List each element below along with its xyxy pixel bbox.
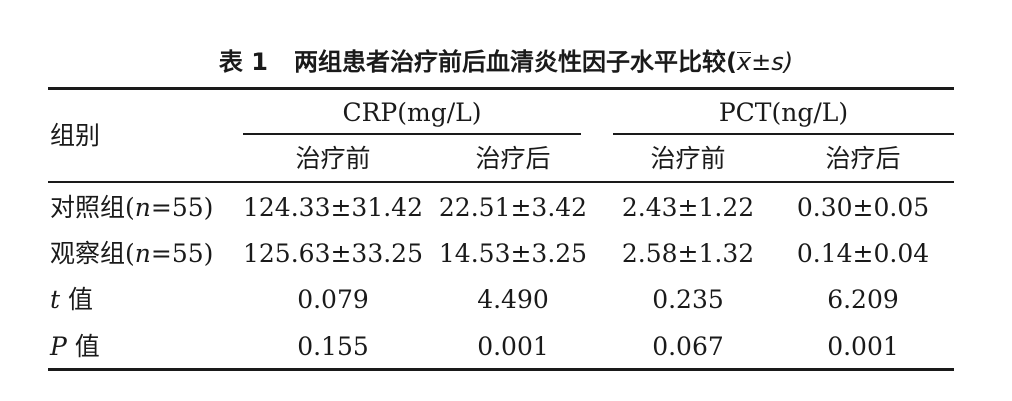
table-cell: 6.209 xyxy=(827,285,899,314)
table-cell: 0.067 xyxy=(652,332,724,361)
mean-symbol: x xyxy=(736,48,752,76)
table-cell: 2.43±1.22 xyxy=(621,193,755,222)
table-number: 表 1 xyxy=(218,48,268,76)
top-rule xyxy=(48,87,954,90)
table-caption: 表 1 两组患者治疗前后血清炎性因子水平比较(x±s) xyxy=(0,42,1012,82)
row-label-observation: 观察组(n=55) xyxy=(50,239,214,268)
pct-underline xyxy=(613,133,954,135)
table-cell: 0.079 xyxy=(297,285,369,314)
table-cell: 0.30±0.05 xyxy=(796,193,930,222)
crp-underline xyxy=(243,133,581,135)
table-cell: 124.33±31.42 xyxy=(243,193,423,222)
table-title: 两组患者治疗前后血清炎性因子水平比较( xyxy=(293,48,737,76)
pct-before-header: 治疗前 xyxy=(650,144,726,173)
crp-after-header: 治疗后 xyxy=(475,144,551,173)
table-cell: 0.001 xyxy=(827,332,899,361)
crp-before-header: 治疗前 xyxy=(295,144,371,173)
row-label-t-value: t 值 xyxy=(50,285,93,314)
header-rule xyxy=(48,181,954,183)
table-cell: 2.58±1.32 xyxy=(621,239,755,268)
pct-after-header: 治疗后 xyxy=(825,144,901,173)
table-cell: 14.53±3.25 xyxy=(438,239,588,268)
crp-header: CRP(mg/L) xyxy=(342,98,482,127)
table-cell: 4.490 xyxy=(477,285,549,314)
group-column-header: 组别 xyxy=(50,121,101,150)
table-cell: 0.001 xyxy=(477,332,549,361)
table-cell: 22.51±3.42 xyxy=(438,193,588,222)
table-cell: 0.235 xyxy=(652,285,724,314)
table-cell: 0.155 xyxy=(297,332,369,361)
pct-header: PCT(ng/L) xyxy=(718,98,849,127)
table-cell: 125.63±33.25 xyxy=(243,239,423,268)
sd-symbol: ±s) xyxy=(751,48,794,76)
row-label-p-value: P 值 xyxy=(50,332,100,361)
table-cell: 0.14±0.04 xyxy=(796,239,930,268)
bottom-rule xyxy=(48,368,954,371)
row-label-control: 对照组(n=55) xyxy=(50,193,214,222)
